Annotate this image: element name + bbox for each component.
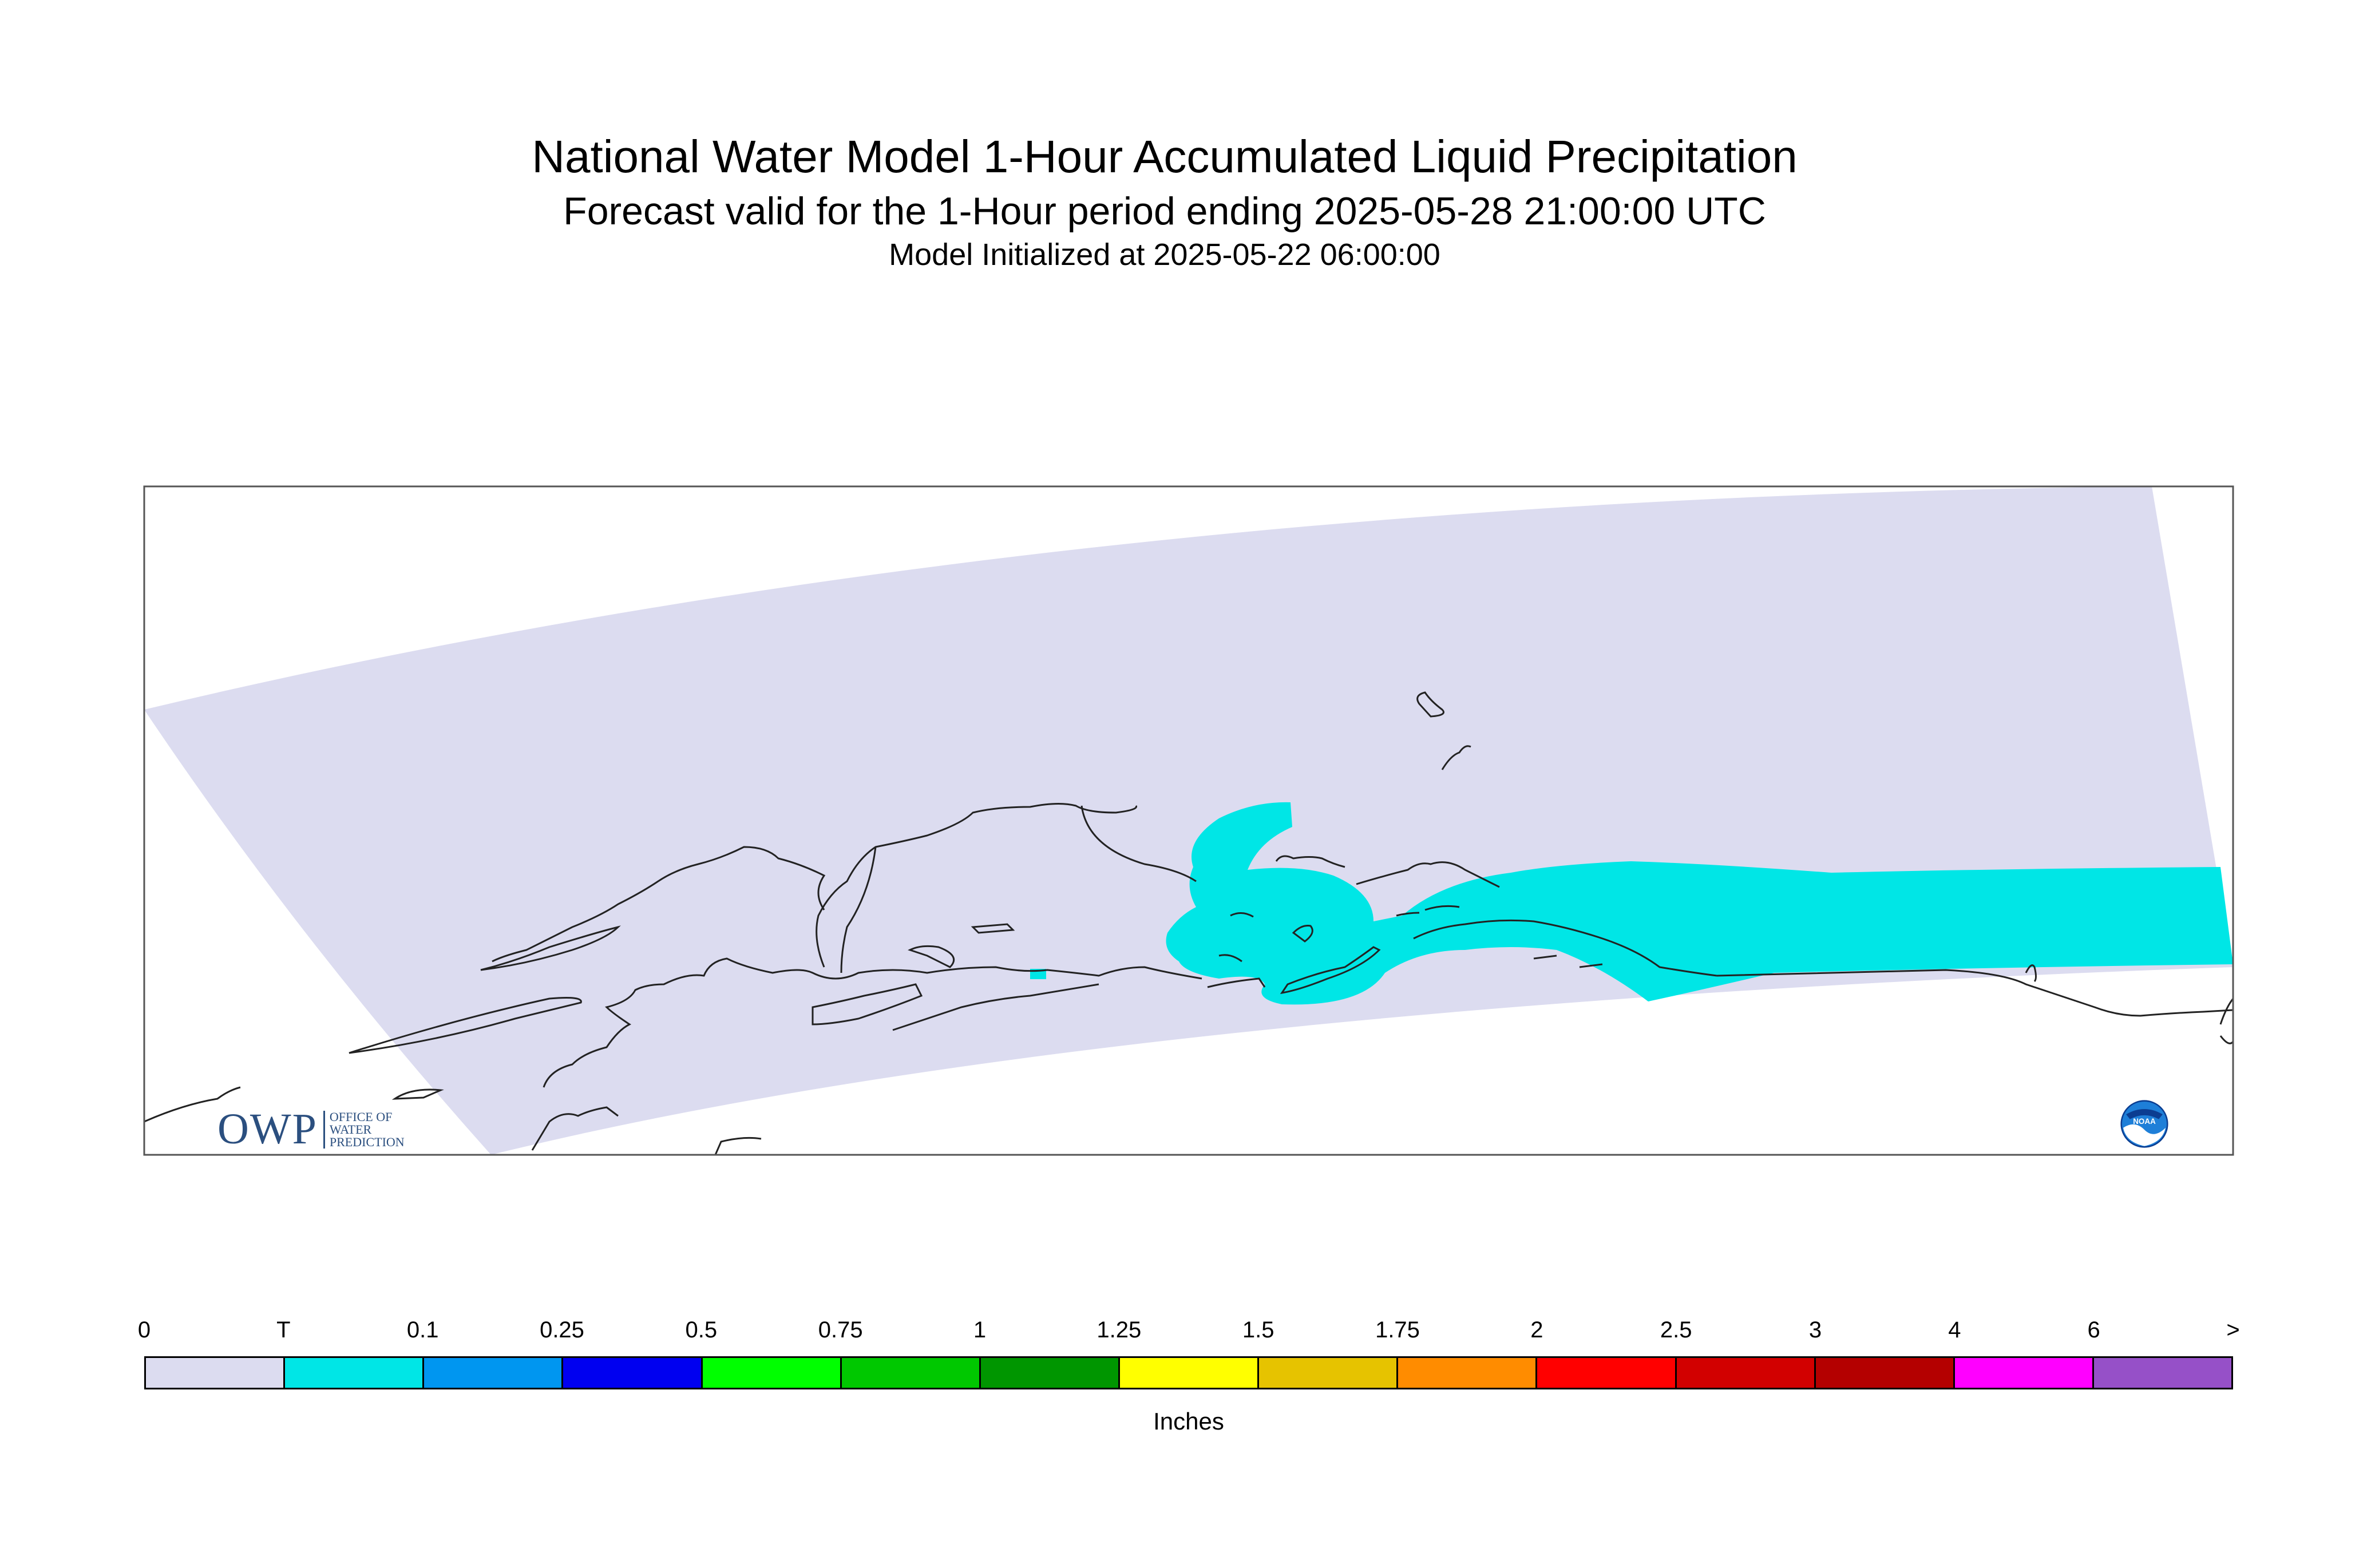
colorbar-units-label: Inches bbox=[1153, 1408, 1224, 1435]
colorbar-swatch bbox=[980, 1358, 1120, 1388]
model-domain-area bbox=[144, 486, 2233, 1155]
owp-logo: OWP Office of Water Prediction bbox=[217, 1104, 405, 1154]
colorbar-swatch bbox=[1119, 1358, 1260, 1388]
colorbar-tick-label: 0.5 bbox=[685, 1317, 718, 1343]
colorbar-tick-label: 1.5 bbox=[1242, 1317, 1274, 1343]
colorbar-tick-label: T bbox=[276, 1317, 291, 1343]
colorbar-tick-label: 1.25 bbox=[1097, 1317, 1142, 1343]
colorbar-swatch bbox=[841, 1358, 981, 1388]
colorbar-swatch bbox=[1954, 1358, 2094, 1388]
colorbar-swatch bbox=[1676, 1358, 1816, 1388]
colorbar-swatch bbox=[424, 1358, 564, 1388]
colorbar-swatch bbox=[563, 1358, 703, 1388]
colorbar-swatch bbox=[285, 1358, 425, 1388]
colorbar-tick-label: 1.75 bbox=[1375, 1317, 1420, 1343]
owp-line-1: Office of bbox=[329, 1109, 393, 1124]
model-init-subtitle: Model Initialized at 2025-05-22 06:00:00 bbox=[889, 237, 1440, 272]
noaa-logo-text: NOAA bbox=[2133, 1117, 2156, 1126]
noaa-logo: NOAA bbox=[2120, 1100, 2168, 1148]
colorbar-tick-label: 0.25 bbox=[540, 1317, 584, 1343]
colorbar-swatch bbox=[1259, 1358, 1399, 1388]
colorbar-swatch bbox=[2093, 1358, 2232, 1388]
map-frame bbox=[143, 485, 2234, 1156]
owp-line-2: Water bbox=[329, 1122, 372, 1137]
colorbar-tick-label: 4 bbox=[1948, 1317, 1961, 1343]
owp-logo-subtext: Office of Water Prediction bbox=[323, 1109, 405, 1149]
map-title: National Water Model 1-Hour Accumulated … bbox=[532, 131, 1798, 182]
colorbar-tick-label: 0.1 bbox=[406, 1317, 439, 1343]
colorbar-tick-label: 0.75 bbox=[818, 1317, 863, 1343]
precip-colorbar bbox=[144, 1356, 2233, 1389]
colorbar-tick-label: 2 bbox=[1530, 1317, 1543, 1343]
colorbar-swatch bbox=[702, 1358, 842, 1388]
colorbar-tick-label: 3 bbox=[1808, 1317, 1822, 1343]
colorbar-swatch bbox=[1398, 1358, 1538, 1388]
colorbar-swatch bbox=[146, 1358, 286, 1388]
colorbar-tick-label: 2.5 bbox=[1660, 1317, 1692, 1343]
forecast-valid-subtitle: Forecast valid for the 1-Hour period end… bbox=[563, 189, 1766, 233]
colorbar-swatch bbox=[1537, 1358, 1677, 1388]
owp-line-3: Prediction bbox=[329, 1134, 405, 1149]
colorbar-tick-label: > bbox=[2226, 1317, 2240, 1343]
colorbar-tick-label: 6 bbox=[2087, 1317, 2100, 1343]
coastlines bbox=[144, 691, 2233, 1155]
owp-logo-text: OWP bbox=[217, 1105, 318, 1153]
colorbar-tick-label: 0 bbox=[137, 1317, 151, 1343]
colorbar-tick-label: 1 bbox=[973, 1317, 987, 1343]
colorbar-swatch bbox=[1815, 1358, 1955, 1388]
